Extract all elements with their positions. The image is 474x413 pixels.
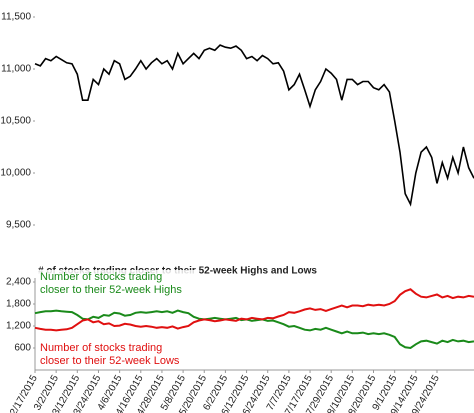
y-tick-label: 1,800 xyxy=(6,299,31,310)
data-line xyxy=(34,44,474,207)
y-tick-label: 10,000 xyxy=(0,168,31,179)
data-line xyxy=(34,288,474,332)
series-annotation: Number of stocks trading xyxy=(40,271,162,283)
data-line xyxy=(34,309,474,350)
y-tick-label: 9,500 xyxy=(6,220,31,231)
series-annotation: Number of stocks trading xyxy=(40,342,162,354)
y-tick-label: 600 xyxy=(14,343,31,354)
y-tick-label: 11,000 xyxy=(1,64,31,75)
y-tick-label: 11,500 xyxy=(1,12,31,23)
y-tick-label: 1,200 xyxy=(6,321,31,332)
series-annotation: closer to their 52-week Lows xyxy=(40,355,180,367)
y-tick-label: 2,400 xyxy=(6,277,31,288)
series-annotation: closer to their 52-week Highs xyxy=(40,284,182,296)
label-background xyxy=(38,341,198,368)
y-tick-label: 10,500 xyxy=(0,116,31,127)
label-background xyxy=(38,270,198,297)
